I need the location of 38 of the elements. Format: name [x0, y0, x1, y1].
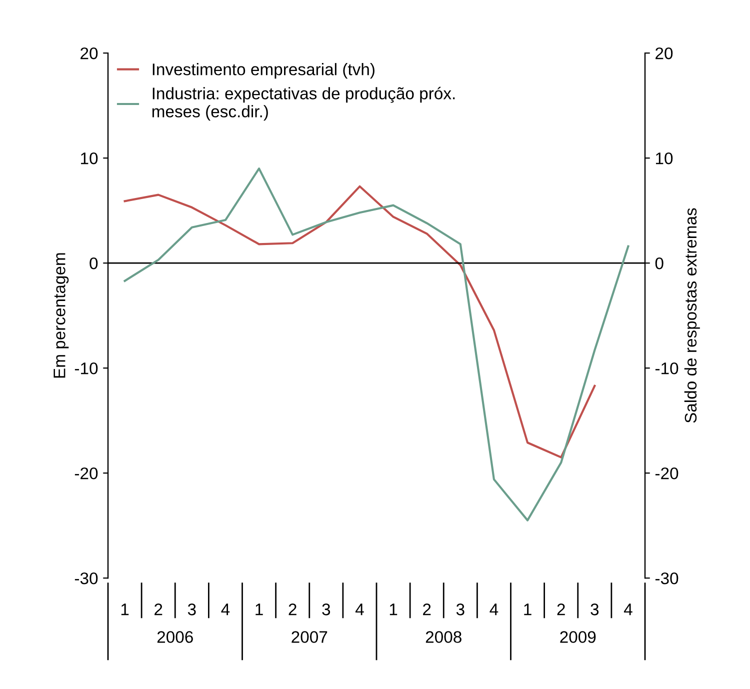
- x-tick-label: 3: [322, 604, 330, 616]
- text: 2009: [560, 631, 596, 643]
- x-tick-label: 3: [456, 604, 464, 616]
- x-tick-label: 3: [188, 604, 196, 616]
- line-series: [124, 185, 596, 458]
- y2-tick-label: -10: [655, 362, 678, 374]
- y-tick-label: -20: [74, 467, 98, 480]
- y-axis-title: Em percentagem: [54, 253, 69, 378]
- x-tick-label: 4: [355, 604, 364, 616]
- y2-tick-label: -20: [655, 467, 678, 480]
- y-tick-label: 0: [90, 257, 98, 270]
- x-tick-label: 2: [288, 604, 296, 616]
- x-tick-label: 1: [524, 604, 532, 616]
- y2-tick-label: 0: [655, 257, 664, 270]
- y-tick-label: -30: [74, 572, 98, 584]
- x-tick-label: 1: [390, 604, 398, 616]
- y2-axis-title: Saldo de respostas extremas: [684, 208, 700, 423]
- y2-tick-label: 20: [656, 47, 673, 60]
- legend-label: Investimento empresarial (tvh): [152, 63, 374, 79]
- line-series: [124, 168, 630, 522]
- x-tick-label: 2: [154, 604, 162, 616]
- x-tick-label: 1: [121, 604, 129, 616]
- text: 2007: [292, 631, 328, 643]
- x-tick-label: 2: [557, 604, 565, 616]
- x-tick-label: 2: [423, 604, 431, 616]
- text: 2006: [157, 631, 193, 643]
- x-tick-label: 4: [490, 604, 498, 616]
- y2-tick-label: 10: [656, 152, 673, 164]
- y-tick-label: 20: [80, 47, 98, 60]
- x-tick-label: 1: [256, 604, 263, 616]
- y-tick-label: -10: [74, 362, 98, 374]
- x-tick-label: 4: [221, 604, 230, 616]
- legend-label: Industria: expectativas de produção próx. meses (esc.dir.): [152, 86, 455, 121]
- text: 2008: [426, 631, 462, 643]
- x-tick-label: 3: [590, 604, 599, 616]
- x-tick-label: 4: [624, 604, 632, 616]
- y-tick-label: 10: [81, 152, 98, 164]
- y2-tick-label: -30: [655, 572, 678, 584]
